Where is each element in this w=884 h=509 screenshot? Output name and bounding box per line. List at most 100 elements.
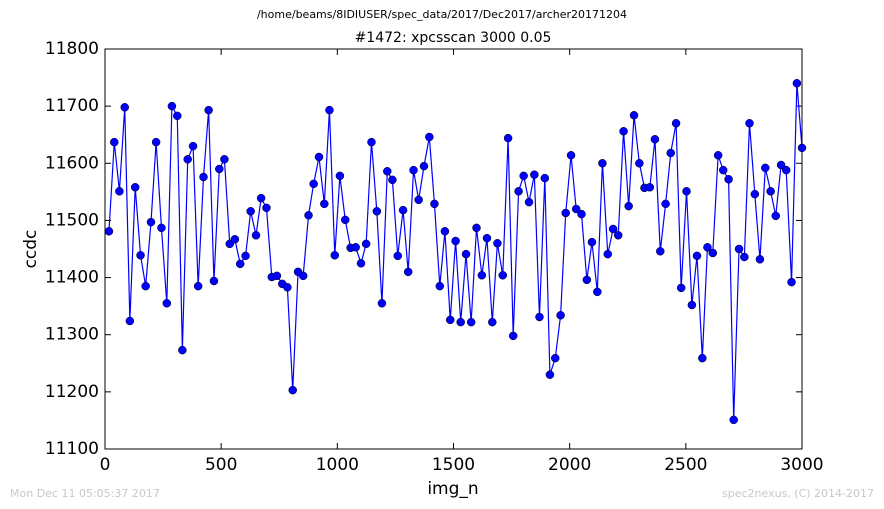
data-point [110,137,119,147]
data-point [403,267,413,277]
data-point [157,223,166,233]
data-point [797,143,807,153]
data-point [167,101,177,111]
data-point [514,187,523,196]
data-point [703,243,712,252]
data-point [367,137,376,147]
data-point [215,164,224,174]
x-tick-label: 500 [205,455,237,475]
data-point [220,155,229,164]
data-point [361,239,371,249]
data-point [556,311,565,320]
data-point [535,312,544,322]
data-point [761,163,770,173]
y-tick-label: 11300 [45,325,99,345]
data-point [193,281,203,291]
data-point [577,209,586,219]
data-point [608,224,618,234]
data-point [230,235,240,244]
data-point [314,152,324,162]
data-point [603,249,613,259]
data-point [409,165,418,175]
data-point [151,137,161,147]
data-point [682,187,691,196]
data-point [771,211,780,221]
data-point [146,217,156,227]
data-point [256,193,266,203]
data-point [687,300,697,310]
data-point [729,415,738,425]
x-tick-label: 2500 [664,455,707,475]
y-tick-label: 11800 [45,39,99,59]
data-point [419,161,429,171]
data-point [115,187,124,196]
data-point [241,251,250,261]
y-tick-label: 11200 [45,382,99,402]
data-point [445,315,455,325]
data-point [488,317,497,327]
data-point [283,283,292,292]
data-point [130,183,140,192]
data-point [530,170,539,179]
data-point [173,111,182,121]
data-point [466,317,476,327]
data-point [320,199,329,209]
data-point [141,281,150,291]
data-point [435,281,445,291]
suptitle: /home/beams/8IDIUSER/spec_data/2017/Dec2… [257,8,627,21]
data-point [582,275,592,285]
data-point [351,243,360,252]
data-point [246,207,255,216]
data-point [188,141,198,151]
data-point [740,252,749,262]
data-point [288,385,297,395]
data-point [425,132,434,142]
data-point [372,207,382,216]
data-point [235,259,245,269]
data-point [251,231,261,240]
data-point [593,287,602,297]
data-point [613,231,623,240]
data-point [692,251,702,261]
data-point [136,251,145,260]
data-point [587,237,597,247]
data-point [330,251,340,260]
data-point [493,239,502,248]
y-tick-label: 11500 [45,210,99,230]
data-point [650,135,660,144]
data-point [551,353,560,363]
footer-right: spec2nexus, (C) 2014-2017 [722,487,874,500]
data-point [755,255,765,264]
data-point [162,299,172,308]
data-point [713,151,723,160]
data-point [477,271,487,280]
data-point [272,271,282,281]
data-point [304,211,313,220]
data-point [503,133,513,143]
data-point [724,175,733,184]
x-axis-label: img_n [427,479,478,499]
data-point [781,165,791,175]
data-point [598,159,607,168]
data-point [619,127,628,136]
data-point [383,167,392,176]
data-point [571,204,581,214]
data-point [451,236,460,246]
data-point [335,171,345,181]
x-tick-label: 1000 [316,455,359,475]
data-point [629,111,639,120]
data-point [209,276,219,286]
data-point [125,316,135,326]
y-axis-label: ccdc [21,230,41,269]
data-point [482,233,492,243]
data-point [508,331,518,341]
data-point [414,195,423,205]
data-point [340,215,350,225]
data-point [388,175,397,185]
x-tick-label: 0 [100,455,111,475]
data-point [698,353,707,363]
footer-left: Mon Dec 11 05:05:37 2017 [10,487,160,500]
data-point [624,201,633,211]
data-point [671,119,681,128]
data-point [309,179,318,189]
